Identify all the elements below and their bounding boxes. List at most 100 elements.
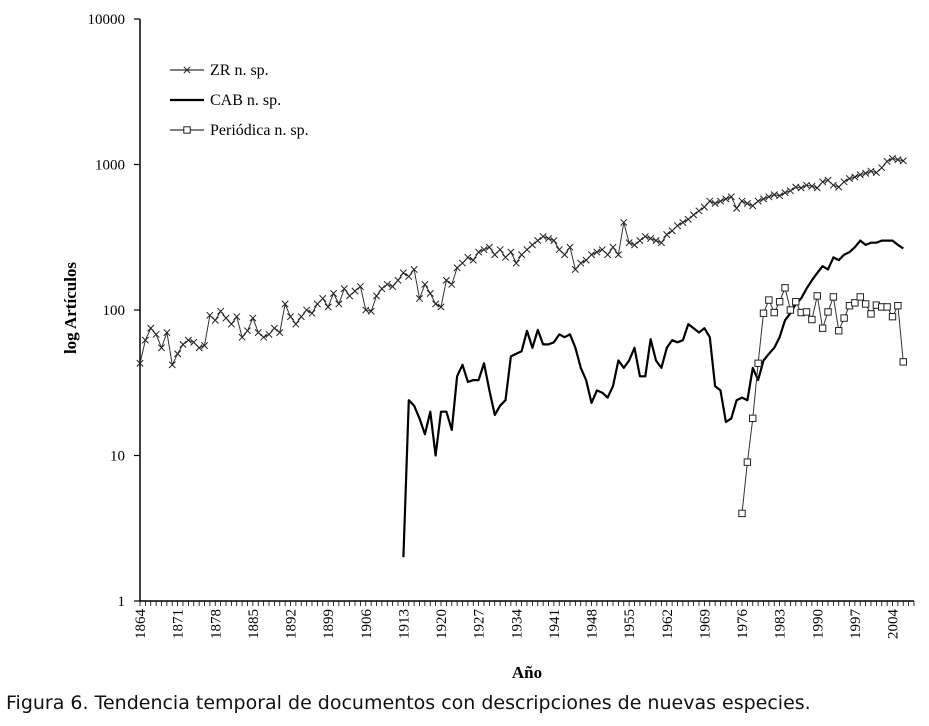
point-zr-n-sp <box>781 189 789 197</box>
point-zr-n-sp <box>722 195 730 203</box>
x-tick-label: 1969 <box>697 609 713 639</box>
point-zr-n-sp <box>604 251 612 259</box>
y-axis-title: log Artículos <box>61 262 80 354</box>
point-zr-n-sp <box>878 164 886 172</box>
point-peri-dica-n-sp <box>781 284 789 292</box>
point-zr-n-sp <box>458 259 467 267</box>
point-zr-n-sp <box>684 215 692 223</box>
point-peri-dica-n-sp <box>775 298 784 306</box>
x-axis-title: Año <box>512 663 542 682</box>
x-tick-label: 1913 <box>396 609 412 639</box>
point-zr-n-sp <box>217 307 225 315</box>
point-zr-n-sp <box>706 197 714 205</box>
point-zr-n-sp <box>550 237 558 245</box>
point-zr-n-sp <box>647 234 655 243</box>
point-zr-n-sp <box>335 300 343 308</box>
point-peri-dica-n-sp <box>770 308 778 317</box>
point-peri-dica-n-sp <box>867 310 875 318</box>
point-zr-n-sp <box>136 359 144 367</box>
point-zr-n-sp <box>571 265 579 273</box>
point-zr-n-sp <box>690 211 698 219</box>
series-line-cab-n-sp <box>402 239 904 558</box>
point-zr-n-sp <box>383 280 391 288</box>
x-tick-label: 1948 <box>585 609 601 639</box>
point-zr-n-sp <box>421 280 429 288</box>
point-zr-n-sp <box>141 336 149 344</box>
point-zr-n-sp <box>776 192 784 200</box>
point-zr-n-sp <box>297 313 305 321</box>
point-zr-n-sp <box>743 199 751 207</box>
x-tick-label: 1906 <box>359 609 375 640</box>
point-zr-n-sp <box>899 157 907 165</box>
point-peri-dica-n-sp <box>754 359 762 368</box>
point-peri-dica-n-sp <box>759 309 768 317</box>
point-zr-n-sp <box>512 259 520 267</box>
y-tick-label: 1 <box>118 594 126 610</box>
point-peri-dica-n-sp <box>861 300 870 308</box>
point-peri-dica-n-sp <box>829 293 838 301</box>
point-zr-n-sp <box>303 306 311 314</box>
point-zr-n-sp <box>641 232 649 241</box>
point-zr-n-sp <box>174 350 182 358</box>
point-zr-n-sp <box>475 248 483 256</box>
point-zr-n-sp <box>614 251 622 259</box>
x-tick-label: 1899 <box>321 609 337 639</box>
point-zr-n-sp <box>819 178 827 186</box>
point-peri-dica-n-sp <box>738 509 746 518</box>
y-tick-label: 10000 <box>88 12 126 28</box>
point-zr-n-sp <box>625 239 633 247</box>
point-zr-n-sp <box>329 289 338 297</box>
series-cab-n-sp <box>402 239 904 558</box>
x-tick-label: 1997 <box>848 609 864 640</box>
point-zr-n-sp <box>733 204 741 212</box>
point-zr-n-sp <box>845 175 854 183</box>
point-peri-dica-n-sp <box>792 298 800 306</box>
point-zr-n-sp <box>356 282 364 291</box>
y-tick-label: 100 <box>103 303 126 319</box>
point-zr-n-sp <box>308 309 316 317</box>
series-layer <box>136 154 907 558</box>
legend-label-zr-n-sp: ZR n. sp. <box>210 62 269 79</box>
point-peri-dica-n-sp <box>813 292 821 300</box>
point-zr-n-sp <box>157 344 166 352</box>
point-peri-dica-n-sp <box>765 296 773 304</box>
legend-label-cab-n-sp: CAB n. sp. <box>210 92 281 109</box>
legend-marker-zr-n-sp <box>183 66 191 74</box>
point-zr-n-sp <box>270 324 278 332</box>
point-zr-n-sp <box>340 285 348 293</box>
point-zr-n-sp <box>561 251 569 259</box>
x-tick-label: 1934 <box>509 609 525 640</box>
point-zr-n-sp <box>405 272 413 281</box>
x-tick-label: 1976 <box>735 609 751 640</box>
point-zr-n-sp <box>211 316 219 324</box>
point-zr-n-sp <box>179 340 187 348</box>
legend-label-peri-dica-n-sp: Periódica n. sp. <box>210 122 309 139</box>
point-zr-n-sp <box>700 203 708 211</box>
point-zr-n-sp <box>222 314 230 322</box>
point-peri-dica-n-sp <box>840 314 848 322</box>
point-zr-n-sp <box>856 171 864 179</box>
point-zr-n-sp <box>265 330 273 338</box>
point-zr-n-sp <box>152 330 160 338</box>
point-zr-n-sp <box>378 285 386 293</box>
point-zr-n-sp <box>362 306 370 314</box>
point-zr-n-sp <box>286 313 295 321</box>
point-zr-n-sp <box>528 241 536 249</box>
y-tick-label: 1000 <box>95 158 125 174</box>
point-zr-n-sp <box>738 197 746 205</box>
point-zr-n-sp <box>480 246 488 254</box>
point-zr-n-sp <box>437 303 445 311</box>
point-peri-dica-n-sp <box>899 358 907 366</box>
point-zr-n-sp <box>894 156 902 164</box>
point-zr-n-sp <box>394 276 402 284</box>
point-zr-n-sp <box>168 361 176 369</box>
series-zr-n-sp <box>136 154 907 369</box>
point-zr-n-sp <box>276 328 284 337</box>
point-zr-n-sp <box>630 241 639 249</box>
point-zr-n-sp <box>260 333 268 341</box>
point-peri-dica-n-sp <box>824 308 832 316</box>
point-zr-n-sp <box>147 324 155 332</box>
figure-caption: Figura 6. Tendencia temporal de document… <box>6 692 811 714</box>
point-zr-n-sp <box>464 253 472 261</box>
point-zr-n-sp <box>582 256 590 264</box>
